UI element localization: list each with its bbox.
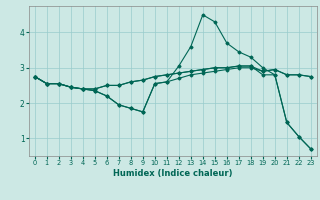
X-axis label: Humidex (Indice chaleur): Humidex (Indice chaleur): [113, 169, 233, 178]
